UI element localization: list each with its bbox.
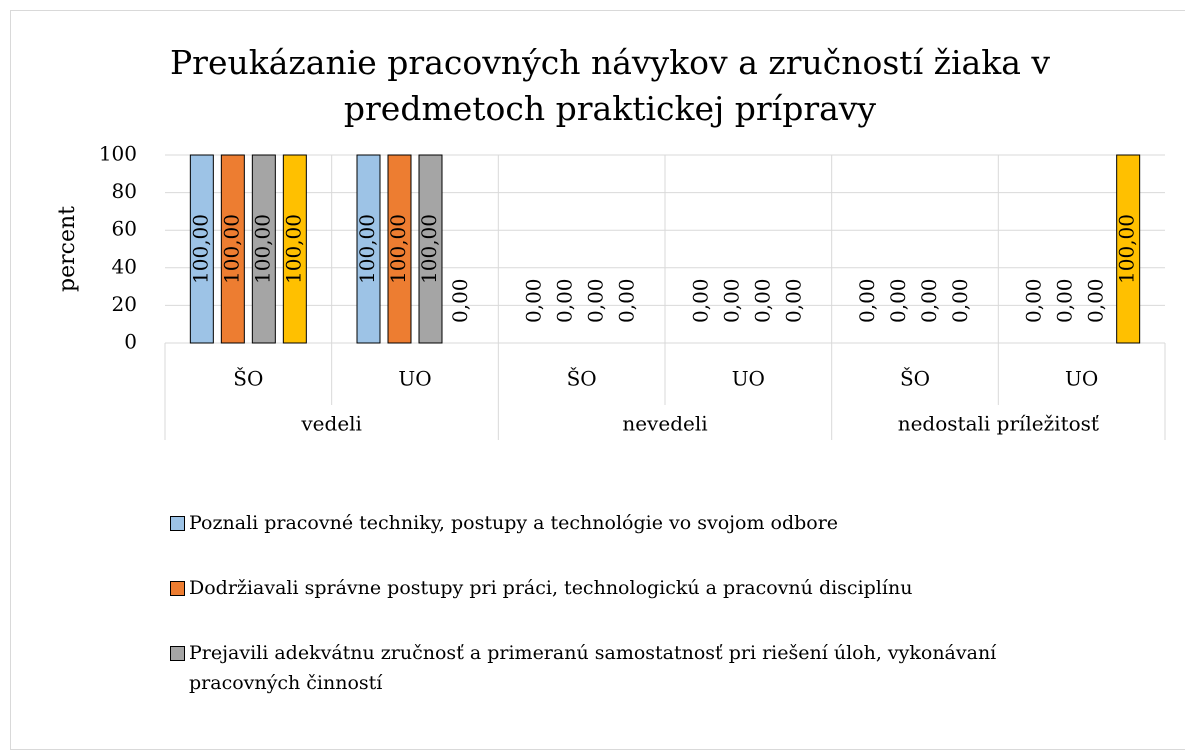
bar: [1116, 154, 1141, 344]
data-label: 0,00: [750, 278, 774, 323]
data-label: 0,00: [553, 278, 577, 323]
y-axis-label: percent: [55, 206, 80, 292]
data-label: 0,00: [886, 278, 910, 323]
legend-text: Poznali pracovné techniky, postupy a tec…: [189, 512, 839, 534]
data-label: 0,00: [584, 278, 608, 323]
legend-swatch: [170, 516, 185, 531]
data-label: 0,00: [448, 278, 472, 323]
group-label: nedostali príležitosť: [898, 412, 1099, 436]
legend-text: Dodržiavali správne postupy pri práci, t…: [189, 577, 913, 599]
bar: [356, 154, 381, 344]
data-label: 100,00: [417, 214, 441, 284]
bar: [418, 154, 443, 344]
bar: [220, 154, 245, 344]
y-tick-label: 60: [112, 217, 137, 241]
x-tick-label: ŠO: [900, 366, 930, 391]
y-tick-label: 80: [112, 179, 137, 203]
data-label: 0,00: [522, 278, 546, 323]
data-label: 0,00: [855, 278, 879, 323]
bar: [387, 154, 412, 344]
data-label: 0,00: [917, 278, 941, 323]
data-label: 0,00: [1022, 278, 1046, 323]
group-label: nevedeli: [622, 412, 707, 436]
data-label: 0,00: [948, 278, 972, 323]
chart-title: Preukázanie pracovných návykov a zručnos…: [169, 43, 1051, 128]
y-tick-label: 0: [124, 330, 137, 354]
group-label: vedeli: [300, 412, 362, 436]
legend-item: Dodržiavali správne postupy pri práci, t…: [170, 573, 1100, 603]
data-label: 0,00: [615, 278, 639, 323]
data-label: 0,00: [1053, 278, 1077, 323]
x-tick-label: ŠO: [233, 366, 263, 391]
data-label: 100,00: [250, 214, 274, 284]
data-label: 100,00: [355, 214, 379, 284]
legend: Poznali pracovné techniky, postupy a tec…: [170, 508, 1100, 733]
legend-text: Prejavili adekvátnu zručnosť a primeranú…: [189, 642, 997, 694]
data-label: 100,00: [1115, 214, 1139, 284]
bar: [282, 154, 307, 344]
legend-item: Poznali pracovné techniky, postupy a tec…: [170, 508, 1100, 538]
y-tick-label: 20: [112, 292, 137, 316]
data-label: 0,00: [1084, 278, 1108, 323]
x-tick-label: UO: [398, 367, 431, 391]
x-tick-label: UO: [1065, 367, 1098, 391]
bar: [251, 154, 276, 344]
data-label: 100,00: [219, 214, 243, 284]
data-label: 100,00: [188, 214, 212, 284]
y-tick-label: 40: [112, 254, 137, 278]
data-label: 100,00: [281, 214, 305, 284]
data-label: 100,00: [386, 214, 410, 284]
legend-item: Prejavili adekvátnu zručnosť a primeranú…: [170, 638, 1100, 698]
legend-swatch: [170, 646, 185, 661]
data-label: 0,00: [781, 278, 805, 323]
y-tick-label: 100: [99, 142, 137, 166]
data-label: 0,00: [688, 278, 712, 323]
data-label: 0,00: [719, 278, 743, 323]
x-tick-label: ŠO: [567, 366, 597, 391]
bar: [189, 154, 214, 344]
legend-swatch: [170, 581, 185, 596]
x-tick-label: UO: [732, 367, 765, 391]
